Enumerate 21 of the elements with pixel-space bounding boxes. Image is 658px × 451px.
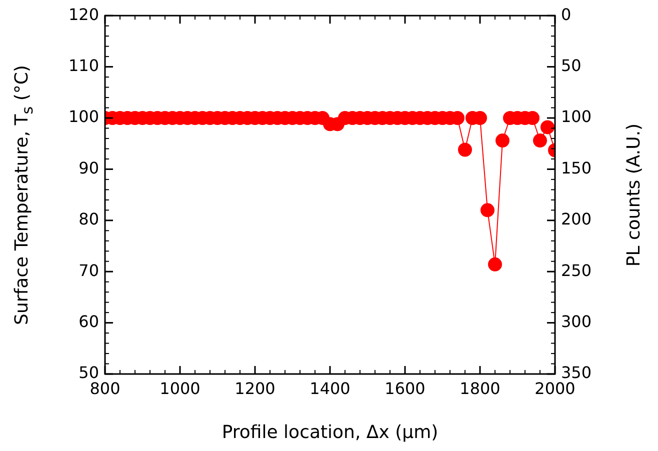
x-tick-label: 1800 [460,378,500,398]
y2-tick-label: 300 [561,312,592,331]
y2-tick-label: 200 [561,210,592,229]
y2-axis-title: PL counts (A.U.) [624,123,644,267]
x-tick-label: 1200 [234,378,276,398]
x-axis-title: Profile location, Δx (μm) [222,422,438,443]
y-tick-label: 100 [68,107,99,126]
y2-tick-label: 150 [561,158,592,178]
y-tick-label: 90 [78,158,99,178]
y-tick-label: 70 [78,260,99,280]
y2-tick-label: 50 [561,56,582,75]
y-tick-label: 60 [78,312,99,331]
y2-tick-label: 250 [561,260,592,280]
y-tick-label: 110 [68,56,99,75]
y-tick-label: 120 [68,4,99,24]
x-tick-label: 1600 [384,378,426,398]
x-tick-label: 1400 [310,378,350,398]
y-tick-label: 80 [78,210,99,229]
x-tick-label: 1000 [160,378,200,398]
y2-tick-label: 0 [561,4,572,24]
y2-tick-label: 100 [561,107,592,126]
